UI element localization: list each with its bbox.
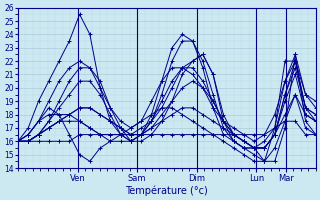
X-axis label: Température (°c): Température (°c) xyxy=(125,185,208,196)
